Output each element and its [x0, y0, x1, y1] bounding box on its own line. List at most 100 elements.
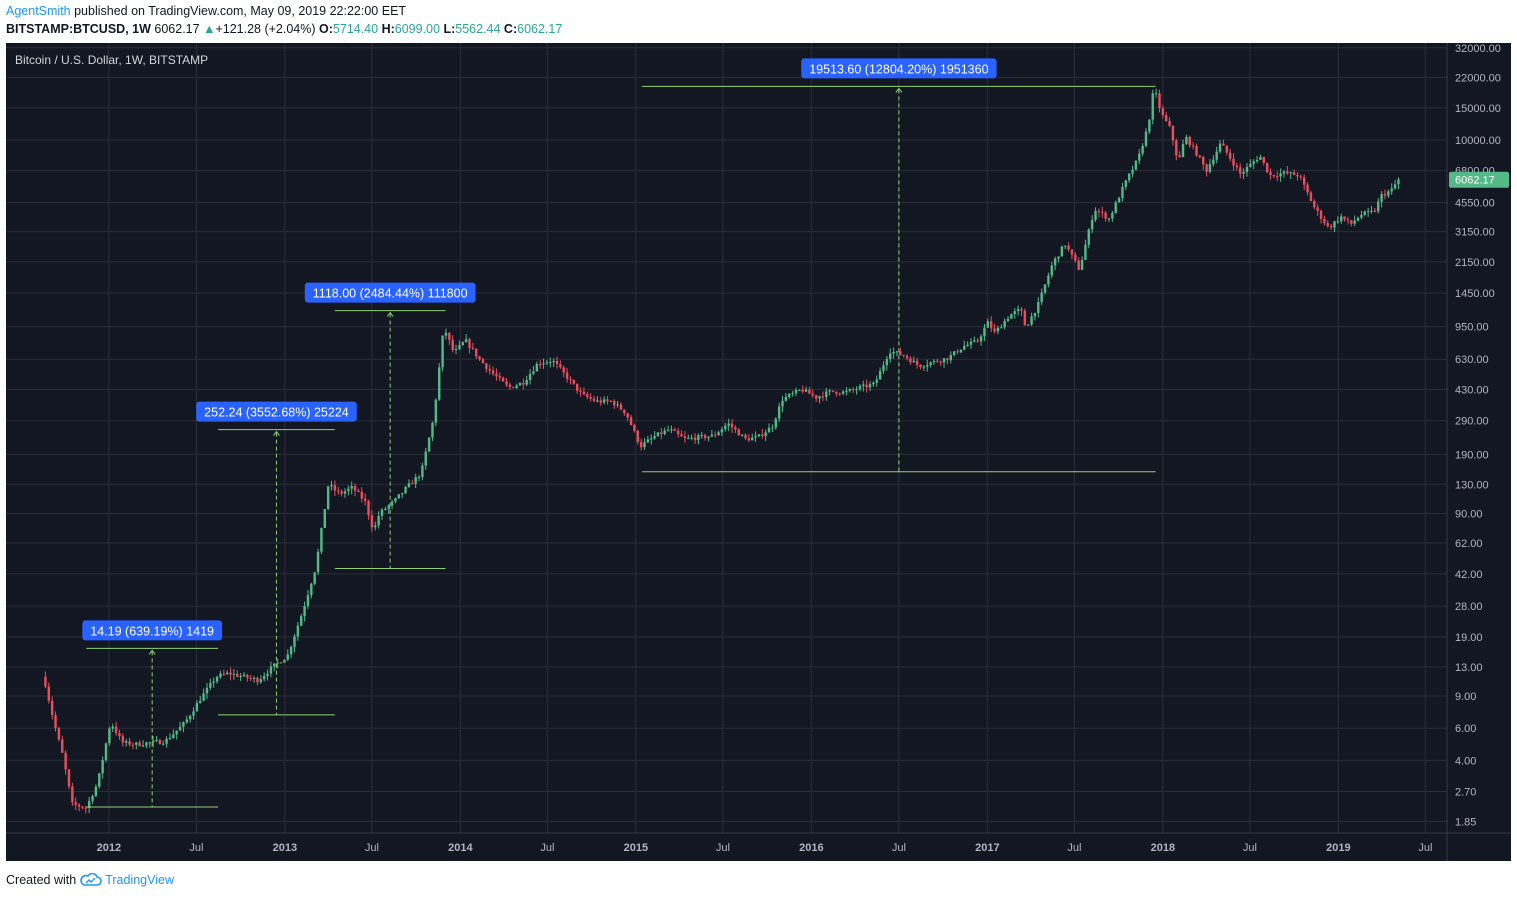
candle: [101, 756, 104, 779]
candle-body: [656, 432, 660, 437]
measurement[interactable]: 252.24 (3552.68%) 25224: [196, 401, 357, 716]
candle-body: [121, 736, 125, 743]
candle: [252, 675, 256, 683]
candle-body: [1016, 309, 1020, 312]
candle: [340, 489, 343, 497]
candle-body: [464, 339, 468, 343]
candle: [155, 736, 158, 743]
author-link[interactable]: AgentSmith: [6, 4, 71, 18]
candle: [283, 659, 286, 663]
candle: [1326, 220, 1329, 228]
candle-body: [976, 340, 979, 342]
candle-body: [862, 384, 865, 387]
candle-body: [915, 360, 919, 365]
candle: [135, 741, 138, 750]
candle-body: [1289, 172, 1292, 174]
candle-body: [427, 437, 431, 452]
candle: [212, 677, 215, 688]
candle-body: [374, 525, 377, 528]
candle-body: [1134, 160, 1138, 170]
price-tick-label: 190.00: [1455, 449, 1489, 461]
measurement[interactable]: 14.19 (639.19%) 1419: [82, 620, 223, 808]
candle-body: [666, 429, 670, 431]
candle: [1040, 288, 1043, 306]
measure-arrow-icon: [895, 87, 903, 93]
candle-body: [424, 451, 427, 466]
candle: [552, 358, 555, 368]
price-tick-label: 90.00: [1455, 508, 1483, 520]
candle: [118, 729, 121, 740]
candle-body: [895, 351, 899, 353]
candle-body: [818, 396, 821, 399]
candle: [848, 388, 852, 393]
candle: [138, 740, 141, 747]
candle-body: [498, 376, 502, 378]
candle-body: [232, 673, 236, 675]
candle-body: [397, 494, 401, 499]
candle-body: [1353, 220, 1356, 224]
candle-body: [1282, 171, 1286, 174]
candle-body: [1306, 184, 1309, 193]
candle: [225, 670, 229, 676]
candle: [1333, 220, 1336, 233]
candle: [650, 434, 653, 445]
candle-body: [1218, 143, 1222, 152]
candle: [246, 673, 249, 682]
candle-body: [286, 654, 289, 660]
candle: [629, 414, 633, 426]
candle: [1175, 138, 1178, 161]
measurement[interactable]: 1118.00 (2484.44%) 111800: [304, 282, 476, 569]
price-tick-label: 6.00: [1455, 723, 1476, 735]
measurement[interactable]: 19513.60 (12804.20%) 1951360: [642, 58, 1156, 473]
candle: [131, 742, 135, 750]
candle: [1168, 117, 1171, 128]
candle-body: [1144, 131, 1148, 146]
time-tick-label: Jul: [1243, 842, 1257, 854]
candle-body: [963, 345, 966, 350]
candle: [1030, 312, 1033, 326]
chart-background: [6, 43, 1511, 861]
candle: [1195, 143, 1198, 157]
time-tick-label: 2014: [448, 842, 473, 854]
candle: [1148, 119, 1151, 135]
candle: [404, 485, 407, 495]
candle: [1010, 313, 1013, 319]
candle-body: [1390, 188, 1393, 192]
candle-body: [713, 434, 717, 436]
candle-body: [673, 429, 677, 431]
measurement-annotations[interactable]: 14.19 (639.19%) 1419 252.24 (3552.68%) 25…: [82, 58, 1156, 808]
candle: [670, 425, 673, 434]
candle: [1202, 155, 1205, 170]
candle: [168, 733, 172, 741]
candle: [1235, 162, 1239, 171]
candle: [1020, 306, 1023, 316]
last-price-marker: 6062.17: [1449, 171, 1509, 188]
candle: [811, 389, 815, 398]
candle: [646, 435, 650, 443]
candle: [259, 675, 263, 684]
candle: [188, 714, 192, 723]
candle-body: [552, 361, 555, 363]
candle-body: [592, 398, 596, 401]
time-axis[interactable]: 2012 Jul 2013 Jul 2014 Jul 2015 Jul 2016 Jul 2017 J…: [97, 842, 1433, 854]
candle: [1397, 177, 1400, 190]
price-chart[interactable]: 14.19 (639.19%) 1419 252.24 (3552.68%) 25…: [6, 43, 1511, 861]
candle-body: [1101, 211, 1104, 213]
candle-body: [330, 485, 333, 487]
candle: [582, 387, 586, 396]
candle: [1313, 199, 1316, 210]
tradingview-link[interactable]: TradingView: [105, 873, 174, 887]
candle: [1191, 142, 1195, 150]
candle-body: [1151, 93, 1154, 120]
candle-body: [259, 679, 263, 683]
candle-body: [141, 745, 145, 747]
candle-body: [942, 358, 946, 363]
candle: [306, 590, 310, 609]
candle-body: [1313, 201, 1316, 208]
candle: [279, 661, 283, 664]
candle: [360, 487, 364, 503]
candle-body: [845, 390, 848, 392]
candle-body: [687, 437, 690, 439]
candle: [535, 361, 539, 372]
price-tick-label: 950.00: [1455, 322, 1489, 334]
